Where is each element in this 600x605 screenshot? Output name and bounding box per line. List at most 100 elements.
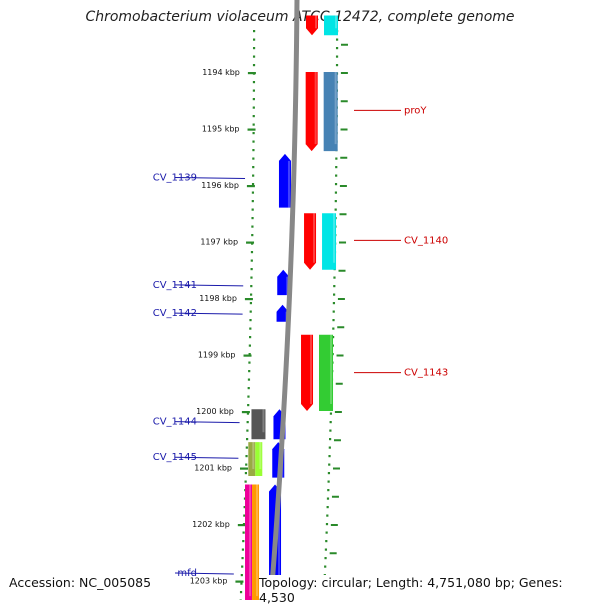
scale-dash-right bbox=[339, 213, 347, 216]
scale-dot-left bbox=[246, 429, 249, 432]
scale-dot-left bbox=[251, 217, 254, 220]
scale-dash-right bbox=[337, 298, 345, 300]
gene-highlight bbox=[286, 276, 289, 296]
label-leader bbox=[174, 572, 234, 575]
gene-feature[interactable] bbox=[252, 484, 260, 600]
scale-dot-right bbox=[326, 514, 329, 517]
gene-label-left[interactable]: CV_1144 bbox=[153, 417, 197, 428]
scale-dot-left bbox=[240, 574, 243, 577]
scale-dot-left bbox=[252, 47, 256, 50]
gene-feature[interactable] bbox=[322, 213, 337, 270]
scale-dot-left bbox=[248, 370, 251, 373]
label-leader bbox=[174, 284, 244, 287]
gene-label-right[interactable]: CV_1143 bbox=[404, 368, 448, 379]
scale-dot-left bbox=[245, 455, 248, 458]
scale-dot-right bbox=[335, 38, 339, 41]
tick-mark bbox=[246, 185, 255, 188]
kbp-scale: 1194 kbp 1195 kbp 1196 kbp 1197 kbp 1198 kbp… bbox=[190, 30, 348, 600]
scale-dot-left bbox=[250, 259, 253, 262]
genome-backbone bbox=[268, 0, 300, 600]
scale-dot-left bbox=[252, 123, 255, 126]
scale-dot-left bbox=[249, 327, 252, 330]
gene-label-left[interactable]: CV_1145 bbox=[153, 452, 197, 463]
scale-dot-left bbox=[244, 480, 247, 483]
tick-mark bbox=[241, 411, 250, 414]
scale-dash-right bbox=[339, 185, 347, 187]
gene-label-left[interactable]: mfd bbox=[177, 568, 197, 579]
gene-feature[interactable] bbox=[248, 442, 256, 476]
gene-highlight bbox=[287, 160, 290, 208]
backbone-line bbox=[268, 0, 300, 600]
scale-dot-left bbox=[252, 174, 255, 177]
tick-label: 1196 kbp bbox=[201, 181, 239, 190]
scale-dot-right bbox=[324, 565, 327, 568]
gene-feature[interactable] bbox=[301, 334, 314, 411]
gene-feature[interactable] bbox=[304, 213, 317, 270]
scale-dot-left bbox=[247, 387, 250, 390]
gene-highlight bbox=[278, 491, 281, 600]
tick-label: 1200 kbp bbox=[196, 407, 234, 416]
scale-dot-left bbox=[251, 200, 254, 203]
tick-mark bbox=[243, 354, 252, 357]
scale-dot-right bbox=[328, 446, 331, 449]
scale-dot-left bbox=[251, 183, 255, 186]
scale-dot-right bbox=[325, 523, 329, 526]
gene-highlight bbox=[256, 484, 259, 597]
scale-dash-right bbox=[330, 524, 338, 526]
scale-dot-left bbox=[248, 344, 251, 347]
scale-dot-right bbox=[334, 200, 337, 203]
scale-dot-right bbox=[332, 319, 335, 322]
scale-dot-left bbox=[241, 557, 244, 560]
gene-feature[interactable] bbox=[323, 72, 338, 152]
scale-dot-right bbox=[326, 506, 329, 509]
scale-dot-left bbox=[250, 293, 253, 296]
scale-dot-left bbox=[250, 276, 253, 279]
gene-label-right[interactable]: CV_1140 bbox=[404, 235, 448, 246]
tick-label: 1195 kbp bbox=[202, 125, 240, 134]
scale-dot-left bbox=[245, 463, 248, 466]
scale-dot-right bbox=[335, 55, 339, 58]
gene-highlight bbox=[252, 442, 255, 469]
scale-dot-left bbox=[252, 106, 255, 109]
gene-label-left[interactable]: CV_1139 bbox=[153, 173, 197, 184]
scale-dot-left bbox=[244, 472, 248, 475]
scale-dot-left bbox=[243, 497, 247, 500]
scale-dot-left bbox=[247, 404, 250, 407]
tick-mark bbox=[244, 298, 253, 301]
scale-dot-left bbox=[249, 310, 252, 313]
scale-dot-right bbox=[335, 157, 338, 160]
scale-dot-right bbox=[334, 183, 338, 186]
tick-mark bbox=[247, 128, 256, 131]
gene-highlight bbox=[310, 334, 313, 404]
gene-feature[interactable] bbox=[277, 269, 290, 296]
gene-label-right[interactable]: proY bbox=[404, 105, 427, 116]
scale-dash-right bbox=[336, 354, 344, 357]
gene-feature[interactable] bbox=[245, 484, 253, 600]
scale-dot-left bbox=[248, 361, 251, 364]
gene-feature[interactable] bbox=[323, 15, 338, 36]
scale-dot-left bbox=[243, 514, 246, 517]
gene-label-left[interactable]: CV_1141 bbox=[153, 280, 197, 291]
scale-dot-left bbox=[252, 30, 256, 33]
gene-feature[interactable] bbox=[319, 334, 334, 411]
scale-dot-left bbox=[248, 353, 251, 356]
scale-dash-right bbox=[339, 241, 347, 244]
scale-dot-right bbox=[334, 191, 338, 194]
scale-dash-right bbox=[335, 382, 343, 385]
scale-dot-left bbox=[247, 395, 250, 398]
scale-dot-right bbox=[329, 412, 333, 415]
scale-dot-left bbox=[252, 98, 255, 101]
gene-feature[interactable] bbox=[251, 409, 266, 440]
gene-feature[interactable] bbox=[255, 442, 263, 476]
scale-dot-right bbox=[327, 472, 331, 475]
gene-feature[interactable] bbox=[305, 72, 318, 152]
gene-feature[interactable] bbox=[305, 15, 318, 36]
tick-mark bbox=[239, 467, 248, 470]
scale-dot-right bbox=[324, 557, 327, 560]
gene-feature[interactable] bbox=[276, 304, 289, 322]
tick-label: 1194 kbp bbox=[202, 68, 240, 77]
gene-feature[interactable] bbox=[278, 153, 291, 208]
gene-label-left[interactable]: CV_1142 bbox=[153, 308, 197, 319]
